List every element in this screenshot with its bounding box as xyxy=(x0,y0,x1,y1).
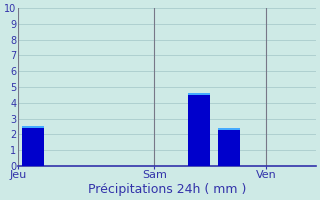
Bar xyxy=(21,128,44,166)
Bar xyxy=(188,95,210,166)
Bar xyxy=(218,130,240,166)
Bar xyxy=(188,93,210,95)
X-axis label: Précipitations 24h ( mm ): Précipitations 24h ( mm ) xyxy=(88,183,246,196)
Bar xyxy=(218,128,240,130)
Bar xyxy=(21,126,44,128)
